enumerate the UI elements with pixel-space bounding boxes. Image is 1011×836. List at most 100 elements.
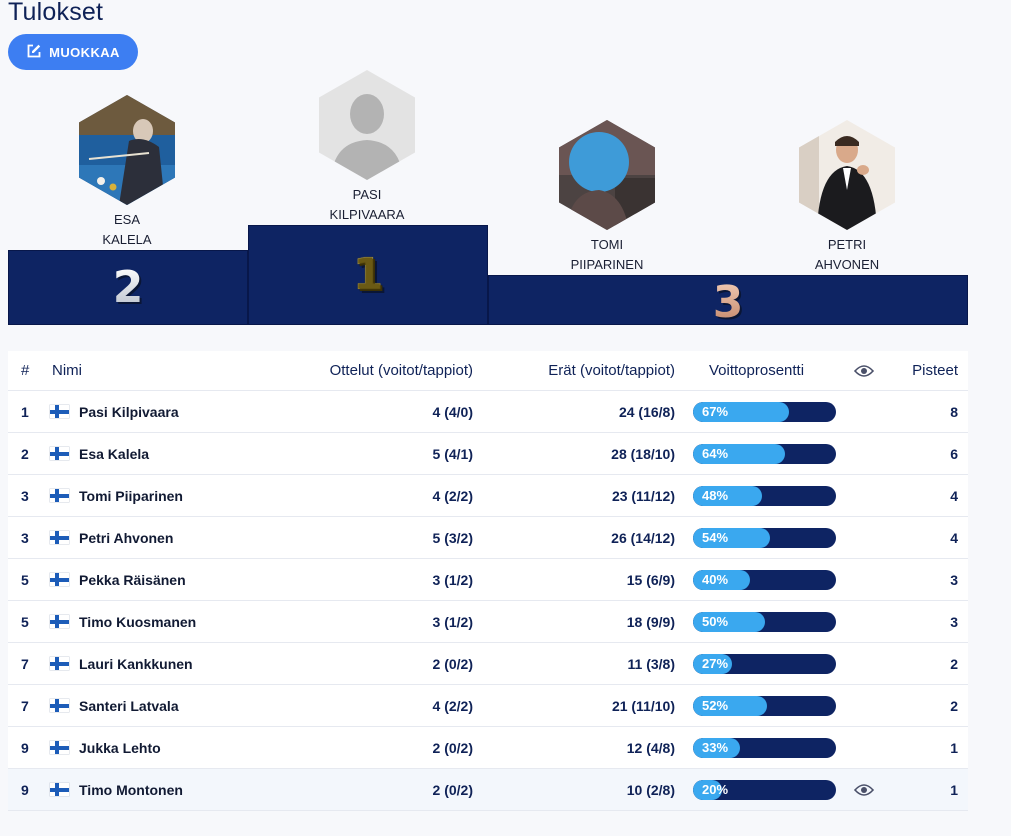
header-points[interactable]: Pisteet <box>912 362 958 379</box>
header-name[interactable]: Nimi <box>52 362 82 379</box>
rank-number-3: 3 <box>712 277 744 328</box>
avatar-podium-3b <box>799 120 895 230</box>
win-percentage-label: 33% <box>702 739 729 755</box>
table-row[interactable]: 3 Tomi Piiparinen 4 (2/2) 23 (11/12) 48%… <box>8 475 968 517</box>
table-row[interactable]: 7 Santeri Latvala 4 (2/2) 21 (11/10) 52%… <box>8 685 968 727</box>
table-row[interactable]: 9 Timo Montonen 2 (0/2) 10 (2/8) 20% 1 <box>8 769 968 811</box>
table-row[interactable]: 2 Esa Kalela 5 (4/1) 28 (18/10) 64% 6 <box>8 433 968 475</box>
win-percentage-label: 54% <box>702 529 729 545</box>
win-percentage-fill <box>693 485 762 506</box>
row-points: 2 <box>950 655 958 672</box>
player-name[interactable]: Timo Kuosmanen <box>79 613 197 630</box>
finland-flag-icon <box>50 517 69 558</box>
finland-flag-icon <box>50 433 69 474</box>
player-name[interactable]: Pasi Kilpivaara <box>79 403 179 420</box>
win-percentage-fill <box>693 527 771 548</box>
win-percentage-fill <box>693 569 751 590</box>
table-row[interactable]: 3 Petri Ahvonen 5 (3/2) 26 (14/12) 54% 4 <box>8 517 968 559</box>
row-sets: 23 (11/12) <box>611 487 675 504</box>
win-percentage-bar: 54% <box>693 517 836 558</box>
player-name[interactable]: Lauri Kankkunen <box>79 655 193 672</box>
win-percentage-bar: 48% <box>693 475 836 516</box>
row-rank: 9 <box>21 739 29 756</box>
row-rank: 2 <box>21 445 29 462</box>
podium-block-2: 2 <box>8 250 248 325</box>
header-win-percentage[interactable]: Voittoprosentti <box>709 362 805 379</box>
row-sets: 15 (6/9) <box>626 571 675 588</box>
win-percentage-label: 20% <box>702 781 729 797</box>
row-matches: 2 (0/2) <box>432 781 473 798</box>
eye-icon[interactable] <box>854 769 874 810</box>
player-name[interactable]: Tomi Piiparinen <box>79 487 183 504</box>
win-percentage-fill <box>693 611 765 632</box>
finland-flag-icon <box>50 685 69 726</box>
player-name[interactable]: Esa Kalela <box>79 445 150 462</box>
row-matches: 5 (4/1) <box>432 445 473 462</box>
row-points: 6 <box>950 445 958 462</box>
win-percentage-fill <box>693 401 789 422</box>
page-title: Tulokset <box>8 0 104 26</box>
row-rank: 3 <box>21 487 29 504</box>
win-percentage-bar: 20% <box>693 769 836 810</box>
header-sets[interactable]: Erät (voitot/tappiot) <box>548 362 675 379</box>
player-name[interactable]: Petri Ahvonen <box>79 529 174 546</box>
row-points: 1 <box>950 739 958 756</box>
row-matches: 3 (1/2) <box>432 613 473 630</box>
table-row[interactable]: 5 Pekka Räisänen 3 (1/2) 15 (6/9) 40% 3 <box>8 559 968 601</box>
finland-flag-icon <box>50 391 69 432</box>
avatar-podium-2 <box>79 95 175 205</box>
table-row[interactable]: 9 Jukka Lehto 2 (0/2) 12 (4/8) 33% 1 <box>8 727 968 769</box>
win-percentage-bar: 33% <box>693 727 836 768</box>
table-row[interactable]: 7 Lauri Kankkunen 2 (0/2) 11 (3/8) 27% 2 <box>8 643 968 685</box>
win-percentage-fill <box>693 779 722 800</box>
finland-flag-icon <box>50 769 69 810</box>
table-row[interactable]: 5 Timo Kuosmanen 3 (1/2) 18 (9/9) 50% 3 <box>8 601 968 643</box>
win-percentage-label: 40% <box>702 571 729 587</box>
podium-block-1: 1 <box>248 225 488 325</box>
edit-button[interactable]: MUOKKAA <box>8 34 138 70</box>
win-percentage-bar: 27% <box>693 643 836 684</box>
header-rank[interactable]: # <box>21 362 30 379</box>
table-row[interactable]: 1 Pasi Kilpivaara 4 (4/0) 24 (16/8) 67% … <box>8 391 968 433</box>
row-matches: 5 (3/2) <box>432 529 473 546</box>
row-matches: 2 (0/2) <box>432 739 473 756</box>
finland-flag-icon <box>50 727 69 768</box>
row-rank: 1 <box>21 403 29 420</box>
rank-number-2: 2 <box>112 261 144 313</box>
row-rank: 9 <box>21 781 29 798</box>
finland-flag-icon <box>50 601 69 642</box>
win-percentage-fill <box>693 443 785 464</box>
player-name[interactable]: Jukka Lehto <box>79 739 161 756</box>
win-percentage-bar: 40% <box>693 559 836 600</box>
row-matches: 4 (4/0) <box>432 403 473 420</box>
row-rank: 3 <box>21 529 29 546</box>
win-percentage-bar: 67% <box>693 391 836 432</box>
row-matches: 4 (2/2) <box>432 487 473 504</box>
win-percentage-label: 52% <box>702 697 729 713</box>
podium-name-3a: TOMI PIIPARINEN <box>570 237 644 272</box>
win-percentage-fill <box>693 737 741 758</box>
player-name[interactable]: Santeri Latvala <box>79 697 179 714</box>
player-name[interactable]: Pekka Räisänen <box>79 571 186 588</box>
row-sets: 12 (4/8) <box>626 739 675 756</box>
row-points: 3 <box>950 571 958 588</box>
edit-icon <box>26 43 42 62</box>
row-points: 3 <box>950 613 958 630</box>
win-percentage-fill <box>693 695 768 716</box>
player-name[interactable]: Timo Montonen <box>79 781 183 798</box>
win-percentage-bar: 50% <box>693 601 836 642</box>
win-percentage-bar: 64% <box>693 433 836 474</box>
row-points: 2 <box>950 697 958 714</box>
row-sets: 28 (18/10) <box>611 445 675 462</box>
avatar-podium-3a <box>559 120 655 230</box>
row-points: 4 <box>950 529 958 546</box>
eye-icon[interactable] <box>854 351 874 390</box>
row-matches: 4 (2/2) <box>432 697 473 714</box>
win-percentage-label: 27% <box>702 655 729 671</box>
header-matches[interactable]: Ottelut (voitot/tappiot) <box>329 362 473 379</box>
row-sets: 18 (9/9) <box>626 613 675 630</box>
win-percentage-fill <box>693 653 732 674</box>
row-sets: 24 (16/8) <box>618 403 675 420</box>
row-sets: 10 (2/8) <box>626 781 675 798</box>
podium-name-3b: PETRI AHVONEN <box>814 237 880 272</box>
